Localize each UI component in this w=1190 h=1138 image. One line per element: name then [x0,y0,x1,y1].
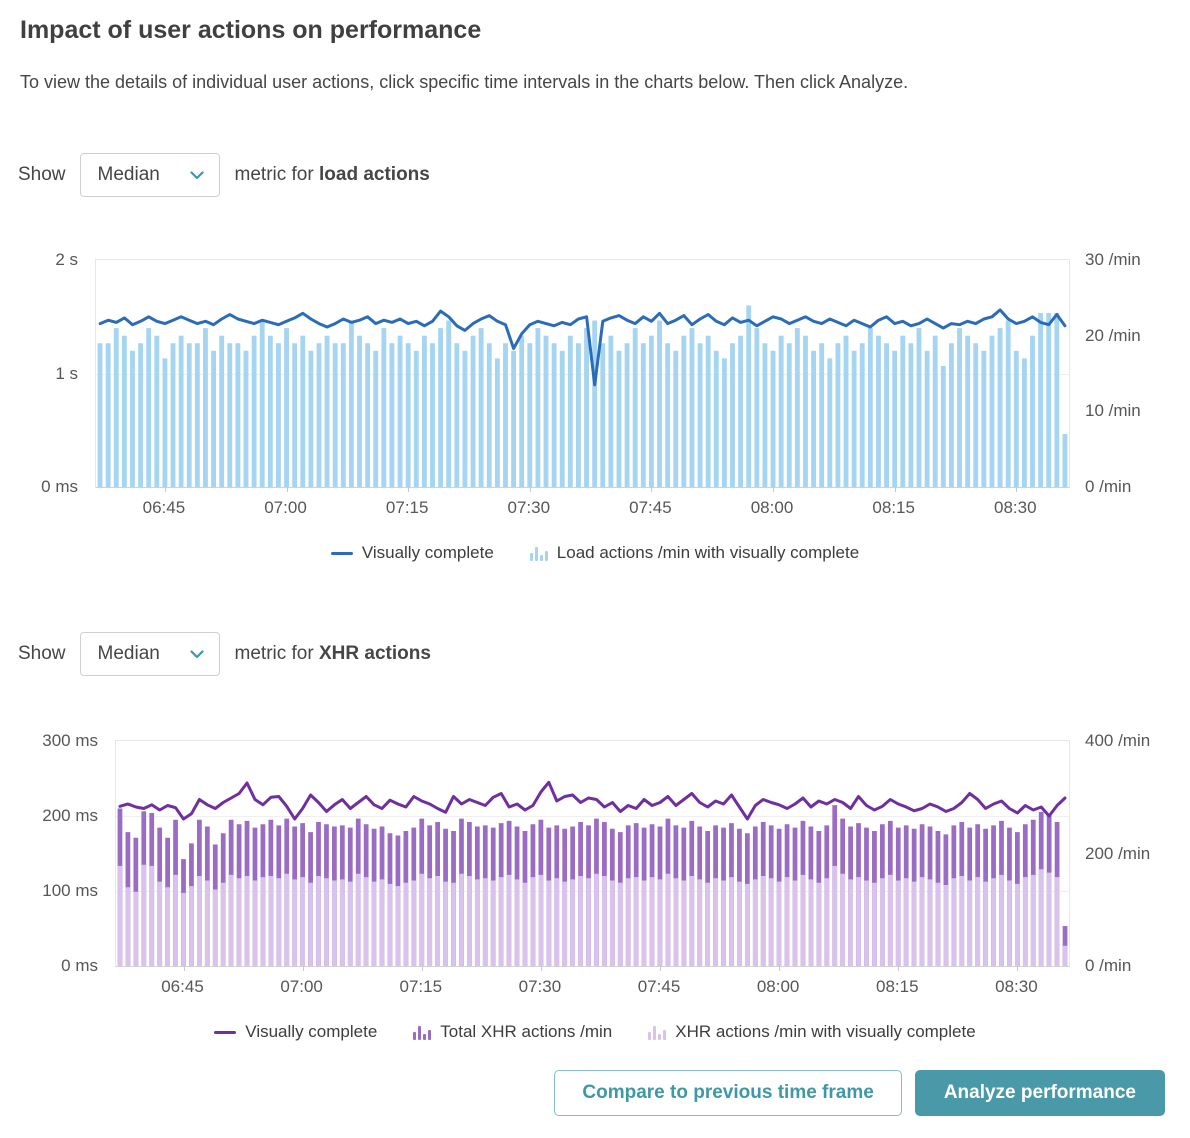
bars-icon [530,546,548,561]
axis-tick-label: 0 /min [1085,956,1131,976]
xhr-actions-chart[interactable]: 0 ms100 ms200 ms300 ms 0 /min200 /min400… [0,740,1190,1052]
page-title: Impact of user actions on performance [20,16,481,45]
chevron-down-icon [190,171,204,180]
x-tick-label: 07:30 [519,977,562,997]
axis-tick-label: 0 ms [61,956,98,976]
chart-canvas[interactable] [96,260,1069,487]
line-series [120,782,1065,819]
page-subtitle: To view the details of individual user a… [20,72,908,93]
metric-target: XHR actions [319,643,431,664]
metric-description: metric for load actions [235,164,430,186]
x-tick-label: 07:45 [638,977,681,997]
tick-mark [1017,966,1018,971]
x-tick-label: 08:15 [872,498,915,518]
load-actions-chart[interactable]: 0 ms1 s2 s 0 /min10 /min20 /min30 /min 0… [0,259,1190,573]
axis-tick-label: 400 /min [1085,731,1150,751]
axis-tick-label: 20 /min [1085,326,1141,346]
legend-item: Total XHR actions /min [413,1022,612,1042]
axis-tick-label: 0 ms [41,477,78,497]
tick-mark [773,487,774,492]
x-tick-label: 07:15 [386,498,429,518]
y-axis-left: 0 ms100 ms200 ms300 ms [0,740,98,965]
legend-item: Visually complete [214,1022,377,1042]
x-tick-label: 07:15 [400,977,443,997]
metric-prefix: metric for [235,164,314,185]
legend-label: Visually complete [362,543,494,563]
chevron-down-icon [190,650,204,659]
chart-legend: Visually complete Load actions /min with… [0,543,1190,563]
tick-mark [530,487,531,492]
line-swatch [214,1031,236,1034]
axis-tick-label: 100 ms [42,881,98,901]
legend-label: Load actions /min with visually complete [557,543,859,563]
x-tick-label: 07:30 [508,498,551,518]
analyze-button[interactable]: Analyze performance [915,1070,1165,1116]
action-buttons: Compare to previous time frame Analyze p… [554,1070,1165,1116]
tick-mark [165,487,166,492]
axis-tick-label: 2 s [55,250,78,270]
tick-mark [408,487,409,492]
axis-tick-label: 200 /min [1085,844,1150,864]
x-tick-label: 07:00 [264,498,307,518]
axis-tick-label: 0 /min [1085,477,1131,497]
tick-mark [779,966,780,971]
load-actions-metric-control: Show Median metric for load actions [18,153,430,197]
x-tick-label: 08:30 [995,977,1038,997]
x-tick-label: 07:45 [629,498,672,518]
bar-series[interactable] [118,865,1068,966]
chart-legend: Visually complete Total XHR actions /min… [0,1022,1190,1042]
legend-label: XHR actions /min with visually complete [675,1022,975,1042]
x-tick-label: 08:00 [751,498,794,518]
legend-label: Visually complete [245,1022,377,1042]
tick-mark [303,966,304,971]
x-tick-label: 08:15 [876,977,919,997]
legend-label: Total XHR actions /min [440,1022,612,1042]
axis-tick-label: 30 /min [1085,250,1141,270]
tick-mark [541,966,542,971]
tick-mark [651,487,652,492]
dropdown-value: Median [98,643,160,665]
axis-tick-label: 200 ms [42,806,98,826]
x-tick-label: 06:45 [143,498,186,518]
metric-target: load actions [319,164,430,185]
xhr-actions-metric-control: Show Median metric for XHR actions [18,632,431,676]
tick-mark [660,966,661,971]
bar-series[interactable] [118,805,1068,966]
tick-mark [287,487,288,492]
legend-item: Load actions /min with visually complete [530,543,859,563]
compare-button[interactable]: Compare to previous time frame [554,1070,901,1116]
legend-item: XHR actions /min with visually complete [648,1022,975,1042]
x-tick-label: 08:30 [994,498,1037,518]
chart-plot[interactable] [95,259,1070,488]
x-tick-label: 08:00 [757,977,800,997]
tick-mark [1016,487,1017,492]
bars-icon [413,1025,431,1040]
metric-dropdown-load[interactable]: Median [80,153,220,197]
tick-mark [898,966,899,971]
metric-dropdown-xhr[interactable]: Median [80,632,220,676]
bar-series[interactable] [98,305,1068,487]
chart-canvas[interactable] [116,741,1069,966]
x-tick-label: 07:00 [280,977,323,997]
axis-tick-label: 300 ms [42,731,98,751]
show-label: Show [18,643,66,665]
chart-plot[interactable] [115,740,1070,967]
tick-mark [895,487,896,492]
axis-tick-label: 10 /min [1085,401,1141,421]
bars-icon [648,1025,666,1040]
line-swatch [331,552,353,555]
metric-description: metric for XHR actions [235,643,431,665]
x-tick-label: 06:45 [161,977,204,997]
tick-mark [422,966,423,971]
show-label: Show [18,164,66,186]
legend-item: Visually complete [331,543,494,563]
tick-mark [184,966,185,971]
y-axis-left: 0 ms1 s2 s [0,259,78,486]
axis-tick-label: 1 s [55,364,78,384]
metric-prefix: metric for [235,643,314,664]
dropdown-value: Median [98,164,160,186]
